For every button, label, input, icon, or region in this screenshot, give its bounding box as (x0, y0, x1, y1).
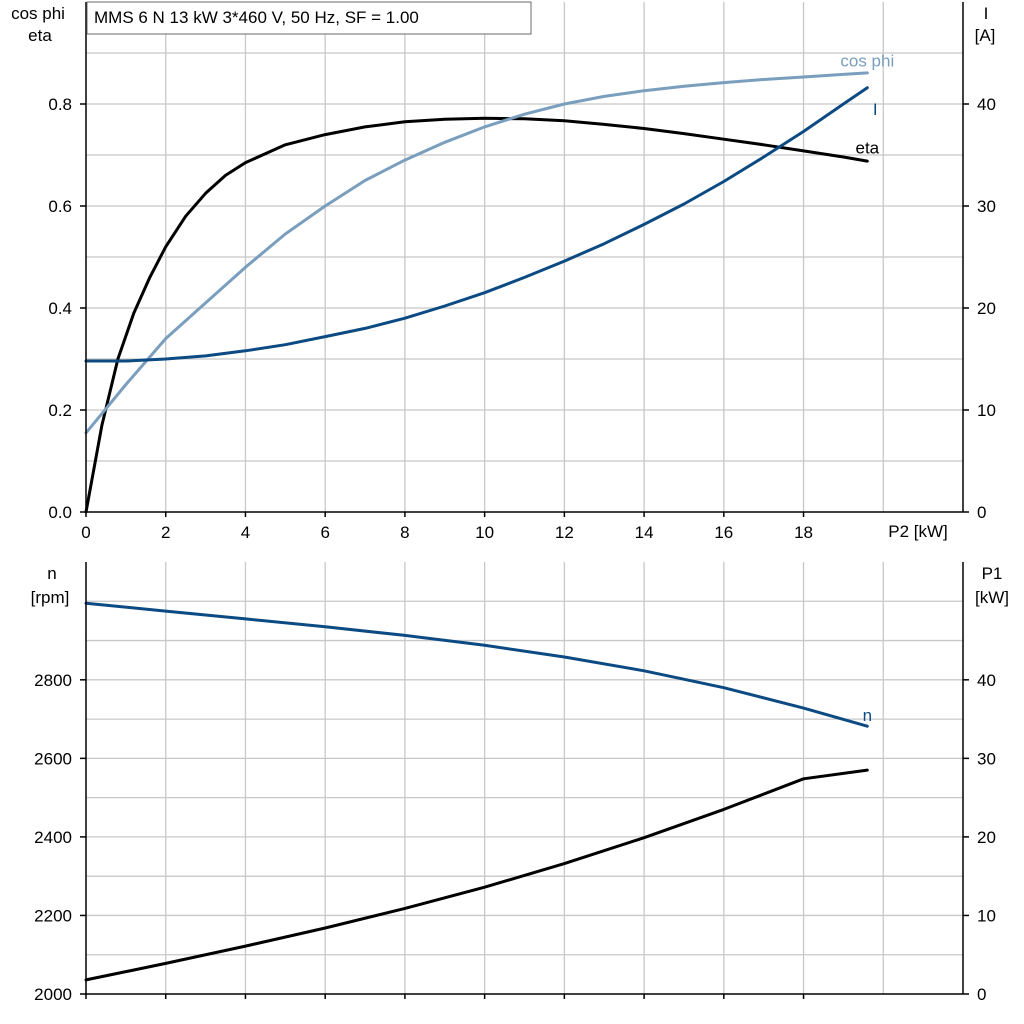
x-tick-label: 6 (320, 523, 329, 542)
chart-title: MMS 6 N 13 kW 3*460 V, 50 Hz, SF = 1.00 (94, 8, 419, 27)
top-series-lines (84, 71, 869, 514)
y-right-tick-label: 40 (977, 671, 996, 690)
series-line-n (84, 601, 869, 728)
top-left-axis-label-1: cos phi (11, 4, 65, 23)
x-tick-label: 16 (714, 523, 733, 542)
y-right-tick-label: 30 (977, 749, 996, 768)
series-line-I (84, 86, 869, 363)
bottom-right-axis-label-1: P1 (982, 564, 1003, 583)
y-right-tick-label: 10 (977, 906, 996, 925)
y-right-tick-label: 20 (977, 299, 996, 318)
bottom-axes (80, 562, 969, 999)
y-right-tick-label: 0 (977, 985, 986, 1004)
x-tick-label: 2 (161, 523, 170, 542)
x-tick-label: 18 (794, 523, 813, 542)
y-left-tick-label: 2800 (34, 671, 72, 690)
series-label: n (863, 706, 872, 725)
x-tick-label: 10 (475, 523, 494, 542)
series-line-eta (84, 116, 869, 514)
y-left-tick-label: 0.8 (48, 95, 72, 114)
top-tick-labels: 0.0 0.2 0.4 0.6 0.8 0 10 20 30 40 0 2 4 6 8 10 12 14 16 18 (48, 95, 996, 542)
y-left-tick-label: 0.4 (48, 299, 72, 318)
title-box (86, 1, 532, 35)
series-label: cos phi (840, 52, 894, 71)
y-right-tick-label: 30 (977, 197, 996, 216)
top-right-axis-label-1: I (984, 4, 989, 23)
bottom-series-labels: n (863, 706, 872, 725)
bottom-left-axis-label-2: [rpm] (31, 588, 70, 607)
x-axis-label: P2 [kW] (888, 522, 948, 541)
x-tick-label: 14 (635, 523, 654, 542)
series-label: I (873, 100, 878, 119)
bottom-series-lines (84, 601, 869, 982)
bottom-tick-labels: 2000 2200 2400 2600 2800 0 10 20 30 40 (34, 671, 996, 1004)
y-left-tick-label: 0.2 (48, 401, 72, 420)
x-tick-label: 0 (81, 523, 90, 542)
y-left-tick-label: 0.0 (48, 503, 72, 522)
x-tick-label: 8 (400, 523, 409, 542)
top-series-labels: eta cos phi I (840, 52, 894, 158)
y-right-tick-label: 0 (977, 503, 986, 522)
series-line-cos-phi (84, 71, 869, 435)
y-left-tick-label: 2000 (34, 985, 72, 1004)
series-label: eta (856, 138, 880, 157)
bottom-right-axis-label-2: [kW] (975, 588, 1009, 607)
y-left-tick-label: 0.6 (48, 197, 72, 216)
y-right-tick-label: 10 (977, 401, 996, 420)
y-right-tick-label: 20 (977, 828, 996, 847)
bottom-gridlines (86, 562, 963, 994)
top-left-axis-label-2: eta (28, 26, 52, 45)
y-left-tick-label: 2600 (34, 749, 72, 768)
bottom-left-axis-label-1: n (47, 564, 56, 583)
top-right-axis-label-2: [A] (975, 26, 996, 45)
series-line-p1 (84, 768, 869, 982)
top-axes (80, 2, 969, 517)
y-right-tick-label: 40 (977, 95, 996, 114)
y-left-tick-label: 2200 (34, 906, 72, 925)
x-tick-label: 12 (555, 523, 574, 542)
top-gridlines (86, 2, 963, 512)
y-left-tick-label: 2400 (34, 828, 72, 847)
x-tick-label: 4 (241, 523, 250, 542)
